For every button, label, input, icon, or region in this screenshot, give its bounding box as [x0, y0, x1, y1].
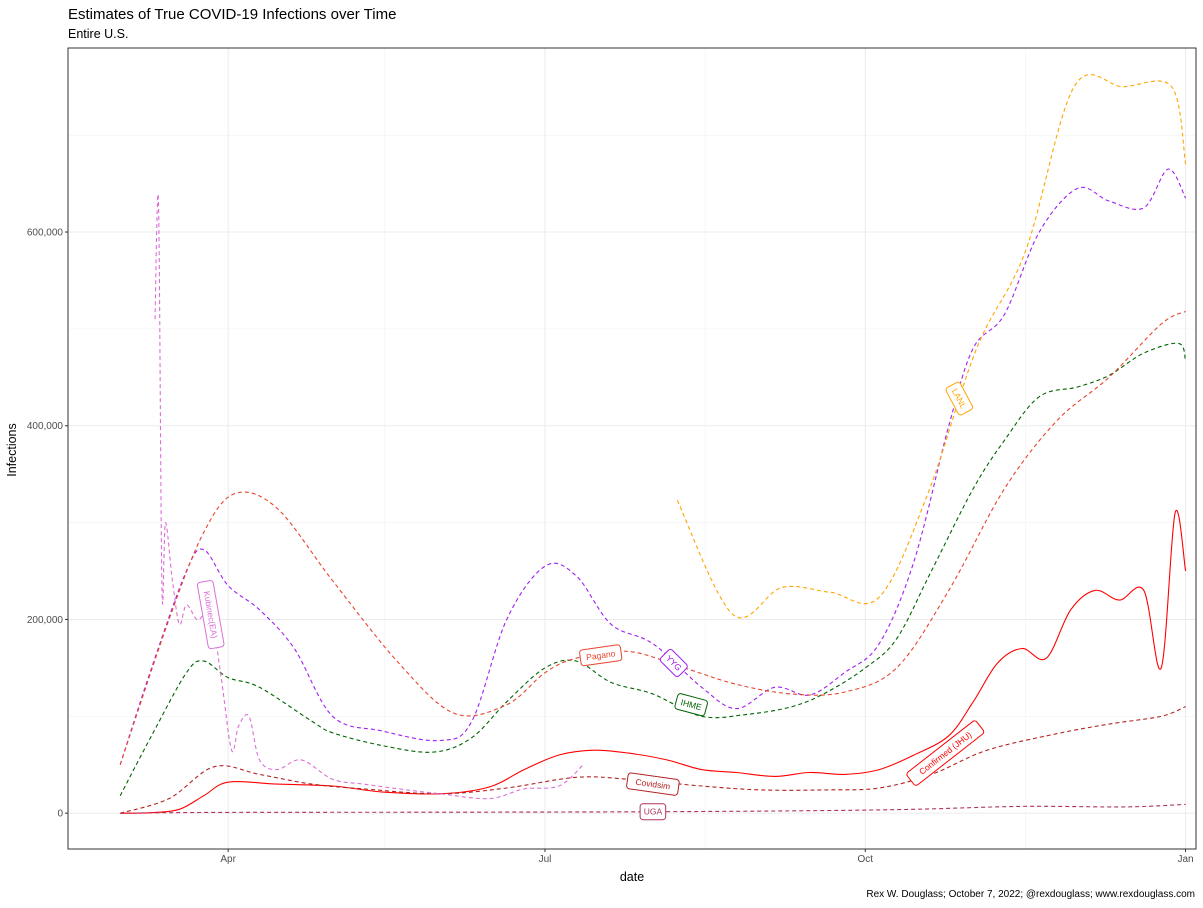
series-label-lanl: LANL [945, 381, 974, 416]
series-label-covidsim: Covidsim [626, 772, 680, 796]
plot-background [68, 48, 1196, 849]
series-label-box [579, 644, 623, 667]
plot-panel [67, 47, 1197, 850]
y-tick-label: 200,000 [27, 615, 64, 626]
x-tick-label: Oct [857, 854, 873, 865]
series-line-uga [120, 803, 1186, 814]
y-tick-label: 400,000 [27, 421, 64, 432]
series-line-pagano [119, 310, 1186, 765]
series-label-text: Pagano [585, 648, 616, 662]
chart-subtitle: Entire U.S. [68, 27, 128, 41]
series-label-text: Covidsim [635, 777, 671, 792]
x-tick-label: Apr [220, 854, 236, 865]
y-axis-title: Infections [5, 423, 19, 477]
series-label-box [626, 772, 680, 796]
series-label-box [674, 693, 708, 717]
series-label-pagano: Pagano [579, 644, 623, 667]
series-line-ihme [119, 342, 1187, 796]
series-label-uga: UGA [639, 803, 667, 821]
series-label-box [659, 649, 688, 677]
chart-title: Estimates of True COVID-19 Infections ov… [68, 6, 396, 23]
plot-border [67, 47, 1197, 850]
x-axis: Apr Jul Oct Jan [220, 849, 1194, 865]
series-label-kubinec-ea: Kubinec(EA) [196, 580, 225, 650]
series-line-kubinec-ea [154, 193, 584, 800]
y-tick-label: 600,000 [27, 228, 64, 239]
x-axis-title: date [620, 870, 644, 884]
chart-caption: Rex W. Douglass; October 7, 2022; @rexdo… [866, 889, 1195, 900]
x-tick-label: Jul [539, 854, 552, 865]
series-label-yyg: YYG [659, 649, 688, 677]
series-label-box [945, 381, 974, 416]
series-label-text: UGA [644, 807, 663, 817]
y-tick-label: 0 [57, 809, 63, 820]
series-label-ihme: IHME [674, 693, 708, 717]
x-tick-label: Jan [1177, 854, 1193, 865]
series-label-box [196, 580, 225, 650]
y-axis: 0 200,000 400,000 600,000 [27, 228, 68, 820]
series-label-box [639, 803, 667, 821]
series-layer [119, 73, 1187, 814]
series-label-box [906, 720, 985, 786]
